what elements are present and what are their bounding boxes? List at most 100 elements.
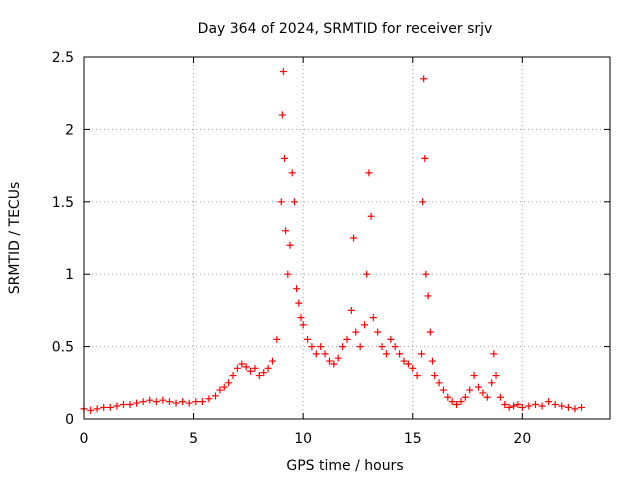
data-point [488, 379, 496, 387]
data-point [479, 389, 487, 397]
data-point [439, 386, 447, 394]
data-point [159, 396, 167, 404]
data-point [308, 343, 316, 351]
data-point [334, 354, 342, 362]
data-point [139, 398, 147, 406]
data-point [185, 399, 193, 407]
data-point [317, 343, 325, 351]
data-point [352, 328, 360, 336]
data-point [391, 343, 399, 351]
data-point [409, 364, 417, 372]
data-point [288, 169, 296, 177]
data-point [152, 398, 160, 406]
data-point [378, 343, 386, 351]
data-point [216, 386, 224, 394]
data-point [350, 234, 358, 242]
data-point [420, 75, 428, 83]
data-point [424, 292, 432, 300]
data-point [571, 405, 579, 413]
data-point [100, 403, 108, 411]
data-point [225, 379, 233, 387]
data-point [205, 395, 213, 403]
data-point [284, 270, 292, 278]
data-point [297, 314, 305, 322]
data-point [453, 401, 461, 409]
data-point [273, 335, 281, 343]
data-point [466, 386, 474, 394]
data-point [413, 372, 421, 380]
data-point [444, 393, 452, 401]
data-point [93, 405, 101, 413]
x-axis-ticks: 0 5 10 15 20 [80, 57, 531, 447]
data-point [277, 198, 285, 206]
data-point [363, 270, 371, 278]
data-point [578, 403, 586, 411]
data-point [330, 360, 338, 368]
grid-lines [84, 57, 610, 419]
data-point [365, 169, 373, 177]
data-point [514, 401, 522, 409]
data-point [525, 402, 533, 410]
data-point [531, 401, 539, 409]
data-point [510, 402, 518, 410]
data-point [242, 363, 250, 371]
data-point [448, 398, 456, 406]
y-axis-ticks: 0 0.5 1 1.5 2 2.5 [52, 50, 610, 428]
data-point [428, 357, 436, 365]
data-point [343, 335, 351, 343]
data-point [400, 357, 408, 365]
data-point [286, 241, 294, 249]
y-tick-label: 2.5 [52, 50, 74, 66]
data-point [247, 367, 255, 375]
data-point [172, 399, 180, 407]
data-point [558, 402, 566, 410]
x-tick-label: 15 [404, 431, 422, 447]
data-point [192, 398, 200, 406]
x-tick-label: 20 [513, 431, 531, 447]
data-point [404, 360, 412, 368]
data-point [435, 379, 443, 387]
data-point [282, 227, 290, 235]
y-tick-label: 1 [65, 267, 74, 283]
data-point [126, 401, 134, 409]
data-point [418, 350, 426, 358]
data-point [475, 383, 482, 391]
data-point [545, 398, 553, 406]
data-point [146, 396, 154, 404]
data-point [501, 401, 509, 409]
data-point [374, 328, 382, 336]
data-point [260, 369, 268, 377]
data-point [106, 403, 114, 411]
data-points [80, 67, 586, 414]
data-point [165, 398, 173, 406]
plot-frame [83, 56, 611, 420]
x-tick-label: 0 [80, 431, 89, 447]
data-point [293, 285, 301, 293]
x-tick-label: 5 [189, 431, 198, 447]
data-point [382, 350, 390, 358]
data-point [470, 372, 478, 380]
data-point [113, 402, 121, 410]
y-tick-label: 1.5 [52, 195, 74, 211]
y-tick-label: 0.5 [52, 340, 74, 356]
data-point [198, 398, 206, 406]
data-point [325, 357, 333, 365]
x-axis-label: GPS time / hours [286, 458, 403, 474]
data-point [290, 198, 298, 206]
y-tick-label: 0 [65, 412, 74, 428]
data-point [212, 392, 219, 400]
data-point [295, 299, 303, 307]
data-point [312, 350, 320, 358]
data-point [233, 364, 241, 372]
data-point [492, 372, 500, 380]
data-point [505, 403, 513, 411]
data-point [220, 383, 228, 391]
data-point [229, 372, 237, 380]
data-point [461, 393, 469, 401]
y-axis-label: SRMTID / TECUs [7, 182, 23, 295]
data-point [431, 372, 439, 380]
data-point [422, 270, 430, 278]
data-point [119, 401, 127, 409]
data-point [361, 321, 369, 329]
